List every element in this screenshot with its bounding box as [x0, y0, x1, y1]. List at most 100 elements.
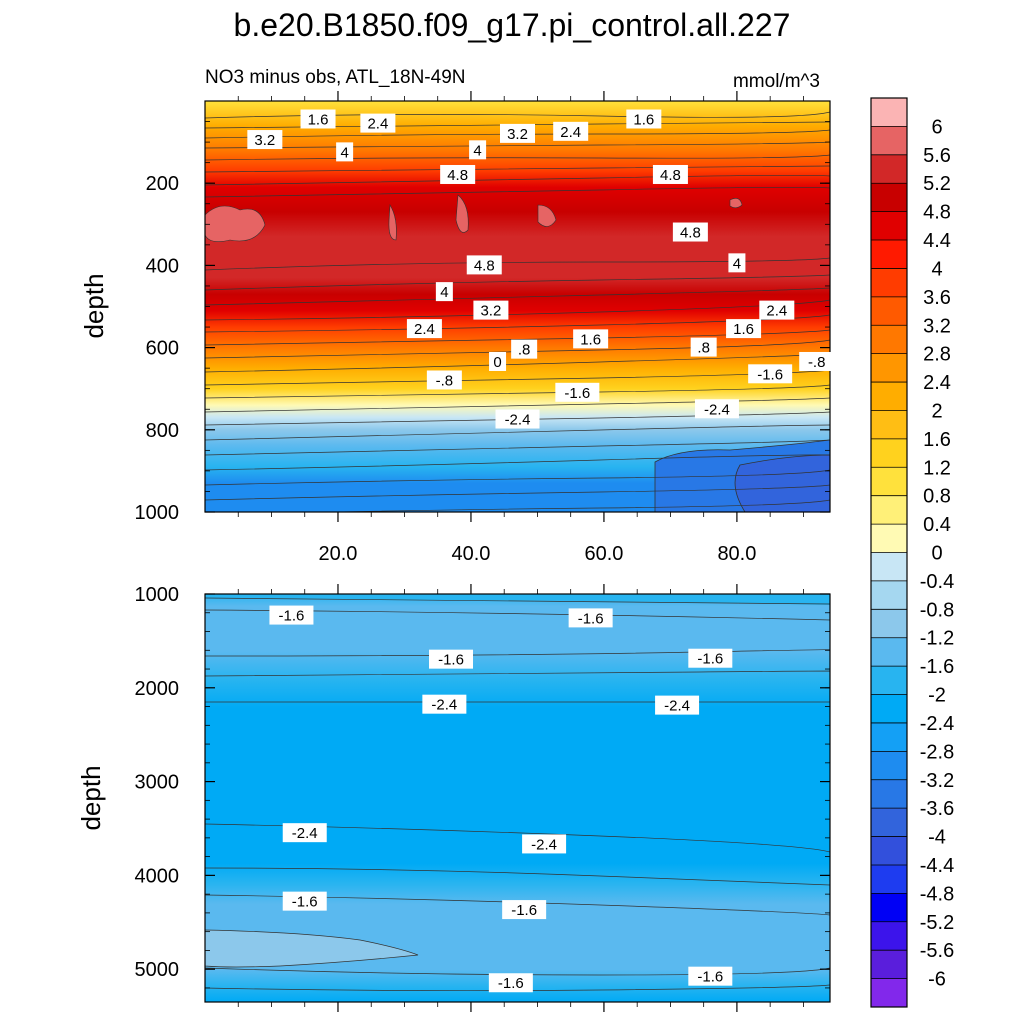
colorbar-label: 5.2 [923, 173, 951, 195]
contour-label: -1.6 [269, 605, 314, 625]
contour-label: 4 [336, 142, 354, 162]
contour-label: 2.4 [759, 300, 795, 320]
contour-label: -2.4 [694, 399, 739, 419]
upper-contour-labels: 1.6 2.4 3.2 4 4 3.2 2.4 1.6 4.8 4.8 4.8 4.8 4 4 3.2 2.4… [247, 109, 835, 429]
low-patch [734, 454, 830, 512]
colorbar-swatch [871, 864, 907, 894]
contour-label: 1.6 [626, 109, 662, 129]
colorbar-swatch [871, 524, 907, 553]
colorbar-label: -3.2 [920, 770, 954, 792]
colorbar-swatch [871, 296, 907, 326]
contour-label-text: .8 [697, 340, 710, 357]
contour-label: -.8 [799, 351, 835, 371]
colorbar-label: 2.8 [923, 344, 951, 366]
lower-band [205, 594, 830, 605]
colorbar-label: -4.8 [920, 883, 954, 905]
colorbar-swatch [871, 722, 907, 752]
contour-label-text: 4 [473, 142, 481, 159]
contour-label-text: 2.4 [367, 116, 388, 133]
colorbar-label: 4.8 [923, 202, 951, 224]
lower-panel: 1000 2000 3000 4000 5000 -1.6 -1.6 -1.6 -1.6 -2.… [76, 584, 831, 1012]
colorbar-swatch [871, 98, 907, 127]
contour-label-text: -1.6 [438, 652, 464, 669]
contour-label-text: -1.6 [279, 608, 305, 625]
contour-label-box [511, 339, 538, 359]
colorbar-swatch [871, 211, 907, 241]
contour-label-text: 4.8 [660, 167, 681, 184]
colorbar-label: -2.4 [920, 713, 954, 735]
contour-label-box [247, 130, 283, 150]
colorbar-label: 0 [931, 543, 942, 565]
contour-label: -2.4 [655, 695, 700, 715]
contour-label-text: -.8 [436, 372, 454, 389]
colorbar-swatch [871, 808, 907, 837]
colorbar-swatch [871, 666, 907, 695]
upper-axis-ticks: 200 400 600 800 1000 20.0 40.0 60.0 80.0 [135, 91, 830, 565]
contour-label-text: -2.4 [664, 698, 690, 715]
contour-label: -.8 [426, 370, 462, 390]
x-tick-label: 20.0 [319, 543, 358, 565]
y-tick-label: 5000 [135, 959, 180, 981]
colorbar-swatch [871, 410, 907, 440]
y-tick-label: 200 [146, 173, 179, 195]
contour-label: 1.6 [300, 109, 336, 129]
colorbar-swatch [871, 836, 907, 866]
high-patch [537, 204, 557, 227]
contour-label-box [553, 121, 589, 141]
contour-label-box [360, 113, 396, 133]
colorbar-swatch [871, 126, 907, 156]
colorbar-label: 1.6 [923, 429, 951, 451]
contour-label-box [282, 823, 327, 843]
x-tick-label: 80.0 [717, 543, 756, 565]
contour-label: 4.8 [652, 164, 688, 184]
contour-label: -1.6 [688, 966, 733, 986]
contour-label-box [568, 608, 613, 628]
colorbar-swatch [871, 552, 907, 582]
colorbar-swatch [871, 609, 907, 639]
y-tick-label: 600 [146, 338, 179, 360]
upper-panel: 200 400 600 800 1000 20.0 40.0 60.0 80.0 1.6 2.4 3… [79, 91, 835, 565]
contour-label-text: -.8 [808, 354, 826, 371]
chart-title: b.e20.B1850.f09_g17.pi_control.all.227 [234, 7, 791, 43]
colorbar-swatch [871, 467, 907, 496]
contour-label-text: .8 [518, 342, 531, 359]
contour-label-text: -1.6 [697, 651, 723, 668]
y-tick-label: 2000 [135, 678, 180, 700]
lower-contour-labels: -1.6 -1.6 -1.6 -1.6 -2.4 -2.4 -2.4 -2.4 -1.6 -1.6… [269, 605, 733, 993]
contour-label-box [728, 253, 746, 273]
colorbar-label: -1.2 [920, 628, 954, 650]
high-patch [729, 198, 743, 209]
contour-label-box [495, 409, 540, 429]
contour-label-box [473, 300, 509, 320]
contour-label-box [799, 351, 835, 371]
contour-label: -1.6 [748, 364, 793, 384]
contour-label-box [426, 370, 462, 390]
contour-label-text: 1.6 [580, 331, 601, 348]
contour-label-text: 2.4 [414, 321, 435, 338]
contour-label-box [652, 164, 688, 184]
contour-label: -1.6 [568, 608, 613, 628]
colorbar: 6 5.6 5.2 4.8 4.4 4 3.6 3.2 2.8 2.4 2 1.6 1.2 0.8 0.4 0… [870, 97, 954, 1008]
contour-label-box [748, 364, 793, 384]
colorbar-label: -0.8 [920, 599, 954, 621]
contour-label: -1.6 [488, 973, 533, 993]
contour-label-text: 4.8 [474, 257, 495, 274]
colorbar-label: -5.2 [920, 912, 954, 934]
contour-label-box [429, 649, 474, 669]
contour-label-box [269, 605, 314, 625]
y-tick-label: 4000 [135, 865, 180, 887]
colorbar-swatch [871, 893, 907, 923]
contour-label: 3.2 [247, 130, 283, 150]
contour-label: -1.6 [688, 648, 733, 668]
contour-label-box [406, 319, 442, 339]
contour-label: 2.4 [360, 113, 396, 133]
contour-label-text: 2.4 [766, 303, 787, 320]
contour-label-text: 4 [440, 284, 448, 301]
colorbar-label: -6 [928, 969, 946, 991]
colorbar-swatch [871, 268, 907, 298]
x-tick-label: 60.0 [584, 543, 623, 565]
contour-label-box [488, 973, 533, 993]
contour-label-box [300, 109, 336, 129]
colorbar-swatch [871, 921, 907, 951]
contour-label-text: -2.4 [704, 401, 730, 418]
